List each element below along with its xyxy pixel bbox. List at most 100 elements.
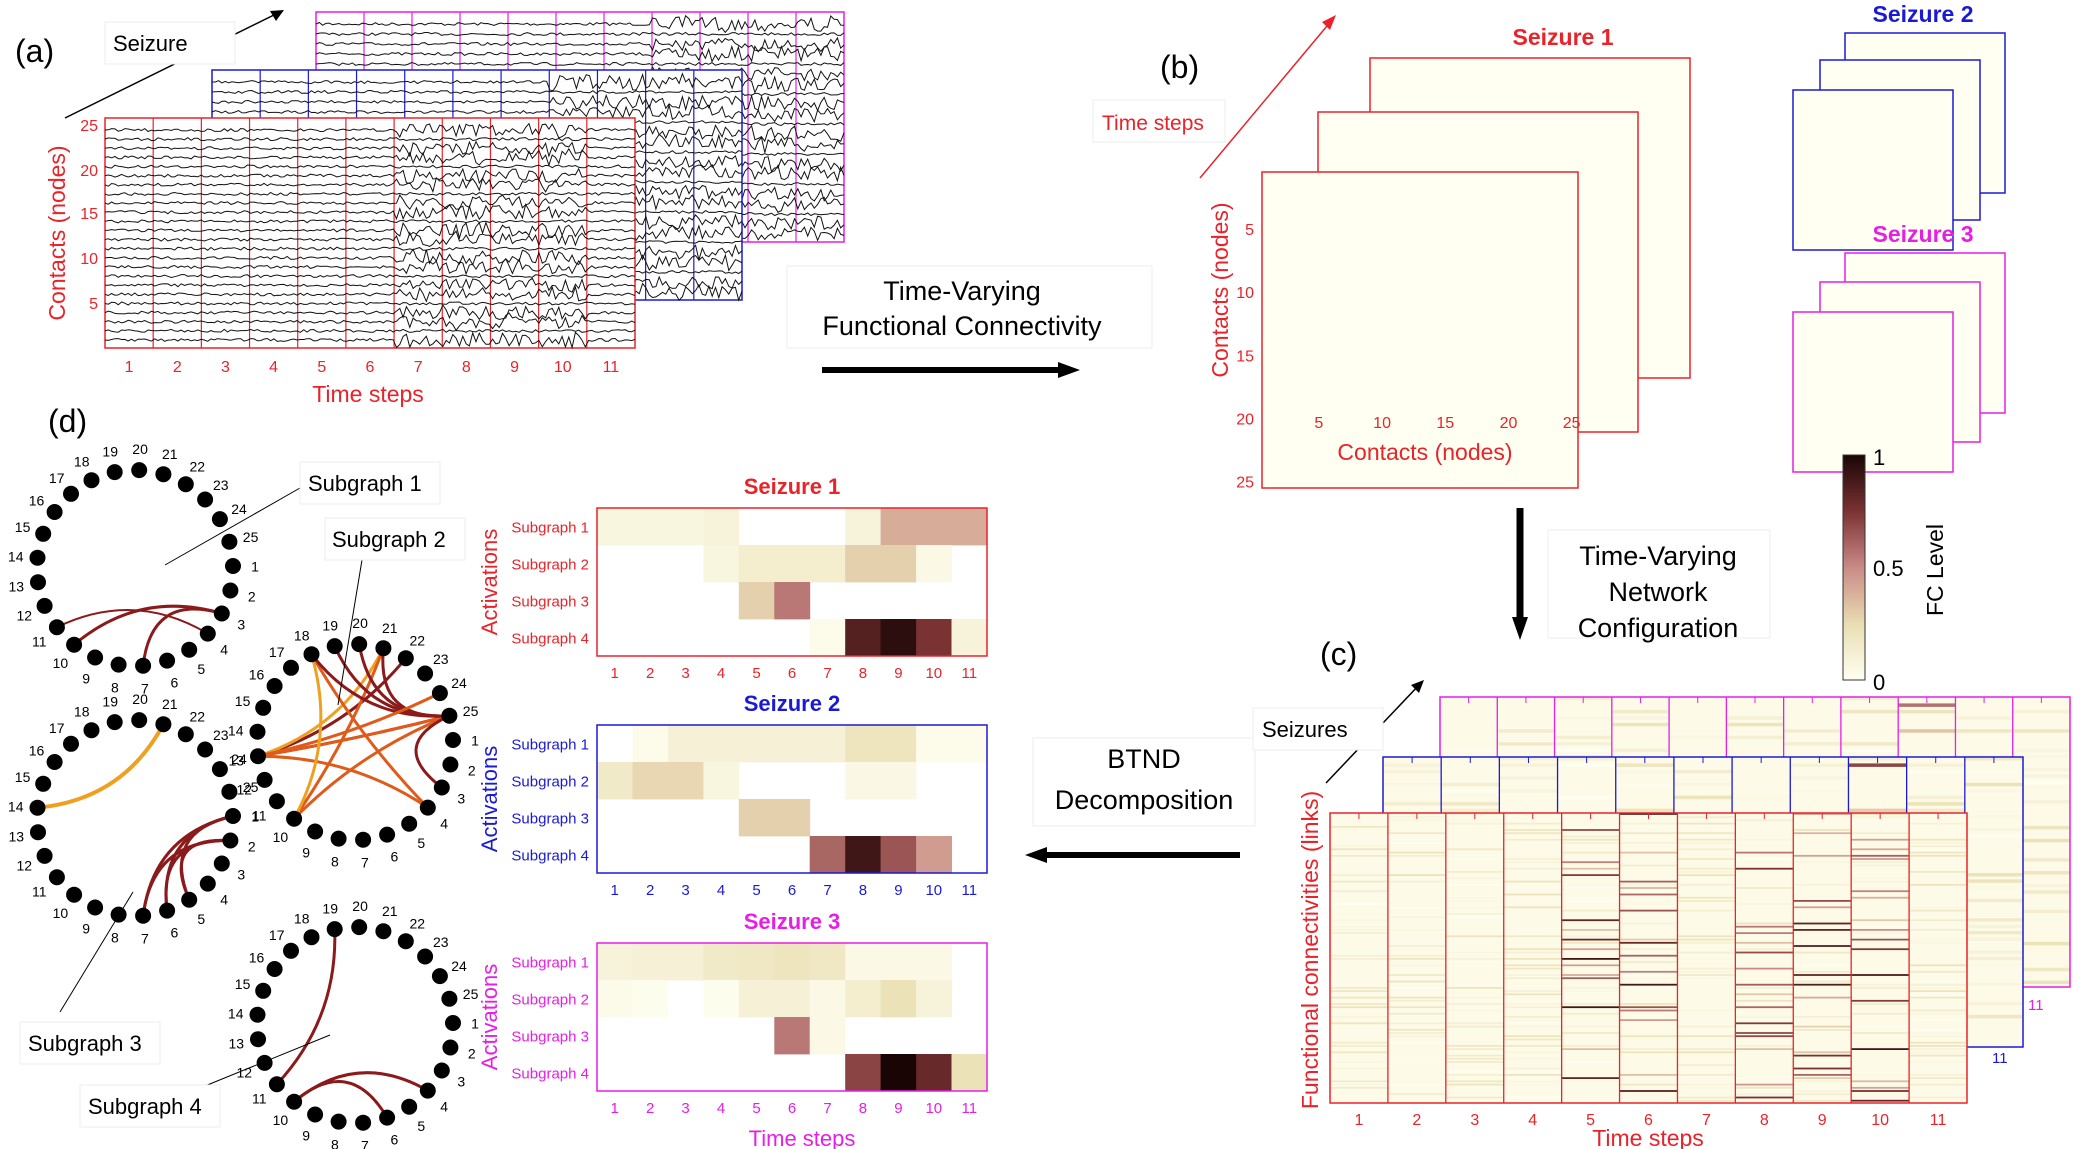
fc-link-band [1383, 802, 1442, 806]
fc-link-band [1554, 742, 1612, 746]
fc-matrix-ticks: 5 10 15 20 25 5 10 15 20 25 [1236, 222, 1580, 492]
panel-b-ytick: 15 [1236, 348, 1254, 365]
eeg-trace [104, 176, 636, 194]
panel-a-ytick: 15 [80, 206, 98, 223]
fc-link-band [2012, 871, 2070, 875]
fc-link-band [1497, 729, 1555, 733]
tvfc-label-line1: Time-Varying [883, 276, 1041, 306]
eeg-trace [104, 301, 636, 306]
panel-a-xtick: 6 [366, 359, 375, 376]
eeg-trace [315, 31, 845, 37]
panel-a-ytick: 25 [80, 118, 98, 135]
panel-a-ytick: 5 [89, 296, 98, 313]
panel-b-xtick: 20 [1500, 415, 1518, 432]
tvfc-transition: Time-Varying Functional Connectivity [786, 265, 1153, 378]
fc-link-band [2012, 890, 2070, 894]
eeg-trace [104, 136, 636, 142]
eeg-trace [104, 312, 636, 332]
eeg-trace [104, 193, 636, 211]
panel-a-xlabel: Time steps [312, 381, 424, 407]
fc-link-band [2012, 941, 2070, 946]
panel-a-ytick: 10 [80, 251, 98, 268]
fc-link-band [2012, 967, 2070, 972]
fc-link-band [1898, 703, 1956, 707]
fc-matrix-bg [1793, 90, 1953, 250]
fc-matrix-s1-t1 [1261, 171, 1579, 489]
panel-b-ytick: 10 [1236, 285, 1254, 302]
fc-link-band [1726, 716, 1784, 720]
fc-link-band [2012, 883, 2070, 888]
panel-label-b: (b) [1160, 49, 1199, 85]
fc-matrix-bg [1793, 312, 1953, 472]
eeg-trace [211, 93, 743, 112]
eeg-traces-1 [104, 118, 636, 350]
fc-link-band [1726, 735, 1784, 740]
fc-link-band [1840, 742, 1899, 746]
panel-a-xtick: 3 [221, 359, 230, 376]
panel-label-d: (d) [48, 403, 87, 439]
fc-matrix-border [1792, 311, 1954, 473]
tvfc-arrowhead-icon [1058, 362, 1080, 378]
panel-b-xlabel: Contacts (nodes) [1337, 439, 1512, 465]
fc-link-band [1383, 763, 1442, 767]
fc-link-band [1783, 709, 1841, 714]
fc-link-band [2012, 800, 2070, 804]
eeg-trace [104, 167, 636, 185]
fc-link-band [1840, 703, 1899, 707]
panel-c-fc-timeseries: 1 2 3 4 5 6 7 8 9 10 11 11 11 Seizures Functional … [1252, 680, 2071, 1149]
eeg-layer-1 [104, 117, 636, 349]
fc-link-band [1840, 709, 1899, 714]
fc-matrix-border [1261, 171, 1579, 489]
fc-matrix-border [1792, 89, 1954, 251]
colorbar [1842, 454, 1866, 681]
colorbar-tick-low: 0 [1873, 670, 1885, 695]
btnd-label-box [1032, 737, 1256, 827]
fc-link-band [2012, 748, 2070, 753]
panel-b-ytick: 5 [1245, 222, 1254, 239]
fc-link-band [2012, 980, 2070, 985]
panel-a-xtick: 11 [603, 359, 620, 376]
eeg-trace [104, 328, 636, 333]
fc-link-band [1554, 735, 1612, 740]
btnd-transition: BTND Decomposition [1025, 737, 1256, 863]
tvfc-label-line2: Functional Connectivity [822, 311, 1102, 341]
panel-a-ylabel: Contacts (nodes) [44, 145, 70, 320]
fc-link-band [2012, 858, 2070, 862]
seizure-label: Seizure [113, 31, 188, 56]
fc-link-band [1383, 782, 1442, 787]
panel-a-ytick: 20 [80, 163, 98, 180]
eeg-trace [104, 230, 636, 247]
fc-link-band [1611, 716, 1670, 720]
eeg-trace [104, 164, 636, 169]
panel-b-xtick: 25 [1563, 415, 1581, 432]
eeg-trace [315, 14, 845, 34]
fc-link-band [1611, 748, 1670, 753]
fc-link-band [2012, 709, 2070, 714]
fc-link-band [2012, 774, 2070, 778]
eeg-trace [104, 246, 636, 251]
panel-b-xtick: 10 [1373, 415, 1391, 432]
eeg-trace [104, 147, 636, 167]
panel-b-ylabel: Contacts (nodes) [1207, 202, 1233, 377]
fc-link-band [1955, 729, 2013, 733]
fc-link-band [1554, 716, 1612, 720]
eeg-axis-ticks: 25 20 15 10 5 1 2 3 4 5 6 7 8 9 10 11 [80, 118, 619, 376]
btnd-label-line2: Decomposition [1055, 785, 1234, 815]
time-steps-arrowhead-icon [1322, 15, 1336, 30]
panel-b-ytick: 25 [1236, 475, 1254, 492]
eeg-trace [315, 36, 845, 53]
fc-link-band [1783, 729, 1841, 733]
fc-matrix-s3-t1 [1792, 311, 1954, 473]
eeg-trace [104, 203, 636, 221]
panel-a-xtick: 10 [554, 359, 572, 376]
eeg-trace [104, 248, 636, 266]
eeg-trace [211, 103, 743, 121]
fc-link-band [2012, 838, 2070, 843]
colorbar-tick-high: 1 [1873, 445, 1885, 470]
panel-b-ytick: 20 [1236, 411, 1254, 428]
btnd-arrowhead-icon [1025, 847, 1047, 863]
fc-link-band [1611, 722, 1670, 727]
eeg-trace [104, 219, 636, 224]
